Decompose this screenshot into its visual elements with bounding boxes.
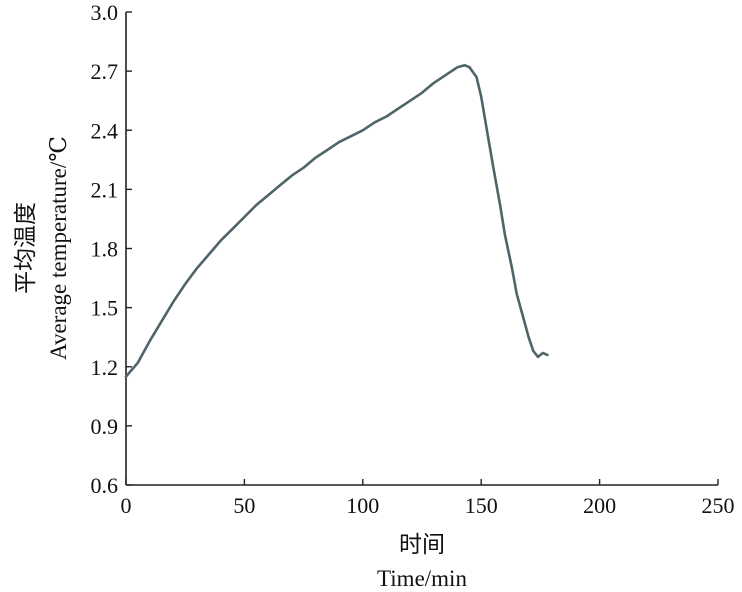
x-tick-label: 250 <box>702 493 735 518</box>
y-tick-label: 2.7 <box>91 59 119 84</box>
y-axis-title-cn: 平均温度 <box>13 202 38 294</box>
y-tick-label: 1.8 <box>91 237 119 262</box>
y-tick-label: 2.4 <box>91 118 119 143</box>
x-axis-title-en: Time/min <box>377 566 467 591</box>
x-ticks: 0 50 100 150 200 250 <box>121 479 735 518</box>
x-axis-title-cn: 时间 <box>399 532 445 557</box>
x-tick-label: 50 <box>233 493 255 518</box>
x-tick-label: 200 <box>583 493 616 518</box>
y-tick-label: 0.9 <box>91 414 119 439</box>
y-tick-label: 1.5 <box>91 296 119 321</box>
series-layer <box>124 63 549 378</box>
x-tick-label: 150 <box>465 493 498 518</box>
y-tick-label: 1.2 <box>91 355 119 380</box>
y-tick-label: 0.6 <box>91 473 119 498</box>
y-tick-label: 3.0 <box>91 0 119 25</box>
x-tick-label: 100 <box>346 493 379 518</box>
x-tick-label: 0 <box>121 493 132 518</box>
y-axis-title-en: Average temperature/℃ <box>46 136 71 360</box>
y-tick-label: 2.1 <box>91 177 119 202</box>
y-ticks: 0.6 0.9 1.2 1.5 1.8 2.1 2.4 2.7 3.0 <box>91 0 132 498</box>
series-line-0 <box>124 63 549 378</box>
